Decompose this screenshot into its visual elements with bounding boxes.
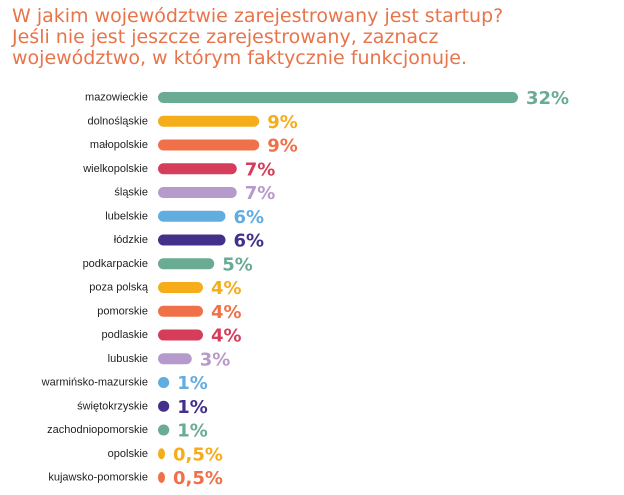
category-label: mazowieckie <box>85 92 148 104</box>
bar <box>158 377 170 388</box>
value-label: 0,5% <box>173 468 223 489</box>
category-label: warmińsko-mazurskie <box>41 377 148 389</box>
category-label: zachodniopomorskie <box>47 424 148 436</box>
bar <box>158 472 165 483</box>
bar <box>158 329 203 341</box>
category-label: śląskie <box>114 187 148 199</box>
category-label: pomorskie <box>97 305 148 317</box>
value-label: 5% <box>222 254 253 275</box>
bar <box>158 400 170 412</box>
value-label: 1% <box>177 421 208 442</box>
value-label: 9% <box>267 136 298 157</box>
value-label: 6% <box>234 207 265 228</box>
category-label: dolnośląskie <box>87 115 148 127</box>
category-label: lubelskie <box>105 210 148 222</box>
bar <box>158 282 203 293</box>
value-label: 0,5% <box>173 444 223 465</box>
value-label: 6% <box>234 231 265 252</box>
value-label: 3% <box>200 349 231 370</box>
category-label: wielkopolskie <box>82 163 148 175</box>
bar <box>158 187 237 198</box>
value-label: 1% <box>177 397 208 418</box>
category-label: podlaskie <box>102 329 148 341</box>
bar <box>158 210 226 222</box>
category-label: małopolskie <box>90 139 148 151</box>
bar <box>158 258 215 270</box>
category-label: opolskie <box>108 448 148 460</box>
title-line-1: W jakim województwie zarejestrowany jest… <box>12 5 504 27</box>
category-label: łódzkie <box>114 234 148 246</box>
value-label: 1% <box>177 373 208 394</box>
title-line-3: województwo, w którym faktycznie funkcjo… <box>12 47 467 69</box>
category-label: kujawsko-pomorskie <box>48 472 148 484</box>
category-label: poza polską <box>89 282 149 294</box>
chart-title: W jakim województwie zarejestrowany jest… <box>12 6 617 69</box>
value-label: 7% <box>245 159 276 180</box>
bar <box>158 448 165 460</box>
bar <box>158 424 170 436</box>
value-label: 4% <box>211 278 242 299</box>
value-label: 4% <box>211 326 242 347</box>
bar <box>158 234 226 246</box>
bar <box>158 139 260 151</box>
value-label: 7% <box>245 183 276 204</box>
value-label: 32% <box>526 88 569 109</box>
bar <box>158 305 203 317</box>
value-label: 9% <box>267 112 298 133</box>
category-label: lubuskie <box>108 353 148 365</box>
value-label: 4% <box>211 302 242 323</box>
bar <box>158 92 518 103</box>
category-label: podkarpackie <box>83 258 148 270</box>
bar <box>158 353 192 365</box>
bar <box>158 163 237 175</box>
bar <box>158 115 260 127</box>
title-line-2: Jeśli nie jest jeszcze zarejestrowany, z… <box>12 26 439 48</box>
category-label: świętokrzyskie <box>77 400 148 412</box>
